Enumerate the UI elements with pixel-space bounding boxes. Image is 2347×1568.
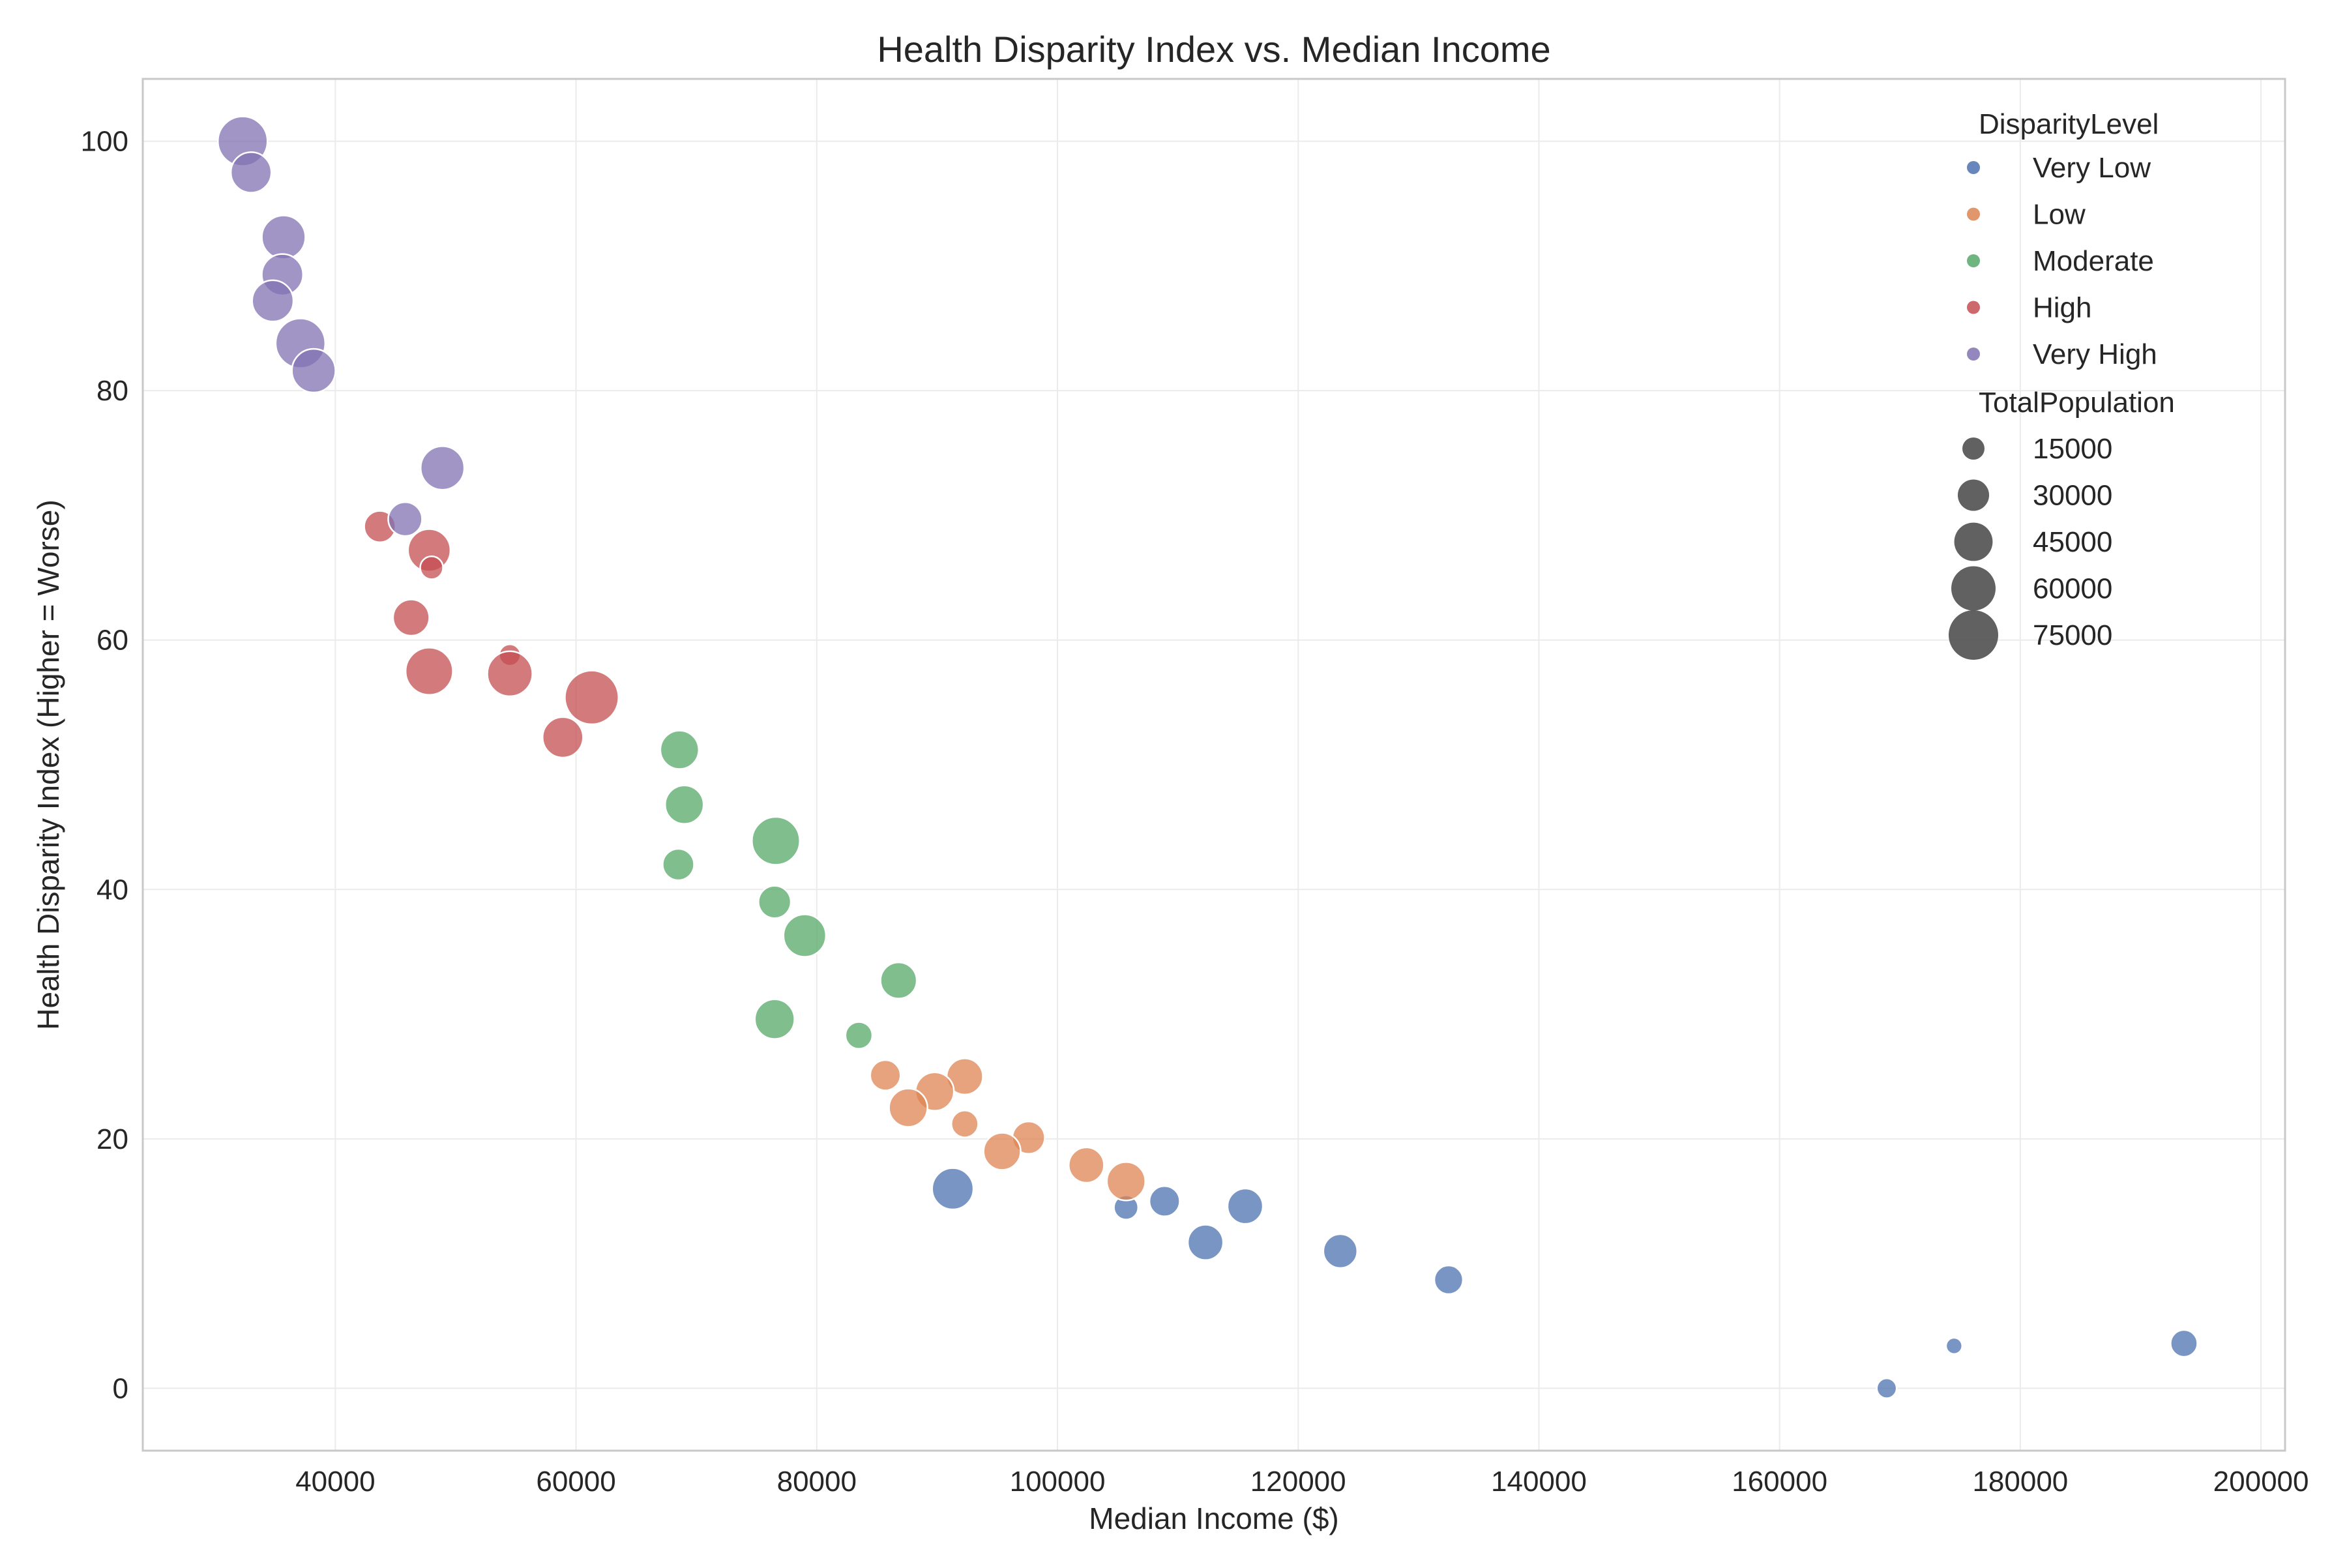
x-tick-label: 140000 bbox=[1491, 1466, 1587, 1498]
legend-marker bbox=[1967, 207, 1980, 221]
data-points bbox=[216, 115, 2198, 1399]
legend-size-marker bbox=[1949, 610, 1998, 660]
legend-marker bbox=[1967, 348, 1980, 361]
x-tick-label: 180000 bbox=[1972, 1466, 2068, 1498]
data-point bbox=[1148, 1185, 1181, 1217]
grid-lines bbox=[143, 79, 2285, 1451]
data-point bbox=[2170, 1329, 2198, 1358]
data-point bbox=[229, 151, 273, 194]
y-tick-label: 40 bbox=[96, 874, 128, 906]
x-tick-label: 200000 bbox=[2213, 1466, 2309, 1498]
legend-size-marker bbox=[1957, 479, 1990, 511]
data-point bbox=[659, 730, 700, 770]
y-tick-label: 100 bbox=[81, 126, 128, 158]
x-tick-label: 40000 bbox=[295, 1466, 375, 1498]
legend-hue-entries: Very Low Low Moderate High Very High bbox=[1967, 152, 2157, 370]
data-point bbox=[542, 716, 584, 759]
plot-background bbox=[143, 79, 2285, 1451]
data-point bbox=[982, 1132, 1022, 1171]
legend-label: Moderate bbox=[2033, 245, 2154, 277]
data-point bbox=[1226, 1187, 1264, 1225]
y-tick-labels: 0 20 40 60 80 100 bbox=[81, 126, 128, 1405]
y-tick-label: 80 bbox=[96, 375, 128, 407]
legend-size-label: 15000 bbox=[2033, 433, 2112, 465]
data-point bbox=[392, 599, 430, 637]
y-tick-label: 0 bbox=[113, 1372, 128, 1404]
data-point bbox=[664, 784, 705, 825]
legend-size-marker bbox=[1962, 437, 1985, 460]
data-point bbox=[662, 848, 695, 881]
legend-size-marker bbox=[1954, 522, 1993, 561]
legend-size-label: 30000 bbox=[2033, 480, 2112, 512]
legend-size-label: 45000 bbox=[2033, 526, 2112, 558]
x-axis-label: Median Income ($) bbox=[1089, 1501, 1339, 1535]
data-point bbox=[1187, 1224, 1224, 1261]
legend-marker bbox=[1967, 254, 1980, 267]
x-tick-label: 100000 bbox=[1010, 1466, 1106, 1498]
legend-label: Low bbox=[2033, 199, 2086, 231]
chart-title: Health Disparity Index vs. Median Income bbox=[877, 29, 1550, 70]
legend-label: Very High bbox=[2033, 338, 2157, 370]
data-point bbox=[404, 647, 454, 696]
x-tick-label: 120000 bbox=[1250, 1466, 1346, 1498]
data-point bbox=[1433, 1264, 1464, 1295]
legend-marker bbox=[1967, 301, 1980, 314]
data-point bbox=[751, 816, 801, 866]
data-point bbox=[1876, 1377, 1898, 1399]
data-point bbox=[1945, 1337, 1963, 1355]
plot-frame bbox=[141, 78, 2286, 1452]
legend-label: Very Low bbox=[2033, 152, 2151, 184]
data-point bbox=[931, 1167, 975, 1211]
data-point bbox=[888, 1087, 928, 1128]
data-point bbox=[564, 670, 619, 726]
x-tick-label: 80000 bbox=[777, 1466, 857, 1498]
data-point bbox=[291, 348, 336, 394]
data-point bbox=[420, 445, 465, 491]
data-point bbox=[1322, 1233, 1359, 1269]
data-point bbox=[261, 214, 306, 260]
legend-size-label: 75000 bbox=[2033, 619, 2112, 651]
data-point bbox=[782, 913, 827, 958]
data-point bbox=[486, 650, 533, 698]
x-tick-label: 60000 bbox=[536, 1466, 615, 1498]
data-point bbox=[419, 555, 444, 580]
data-point bbox=[879, 961, 918, 999]
legend-size-entries: 15000 30000 45000 60000 75000 bbox=[1949, 433, 2112, 660]
legend-label: High bbox=[2033, 292, 2092, 324]
y-tick-label: 60 bbox=[96, 625, 128, 657]
x-tick-label: 160000 bbox=[1732, 1466, 1827, 1498]
data-point bbox=[1106, 1161, 1146, 1202]
y-axis-label: Health Disparity Index (Higher = Worse) bbox=[31, 499, 65, 1029]
x-tick-labels: 40000 60000 80000 100000 120000 140000 160000 1… bbox=[295, 1466, 2309, 1498]
data-point bbox=[844, 1021, 874, 1050]
data-point bbox=[951, 1110, 979, 1138]
data-point bbox=[754, 998, 795, 1040]
data-point bbox=[758, 885, 792, 919]
legend-hue-title: DisparityLevel bbox=[1979, 108, 2159, 140]
data-point bbox=[1068, 1146, 1105, 1184]
data-point bbox=[869, 1059, 902, 1091]
data-point bbox=[387, 501, 423, 537]
legend-size-marker bbox=[1951, 566, 1996, 611]
data-point bbox=[251, 279, 295, 323]
legend-marker bbox=[1967, 161, 1980, 174]
y-tick-label: 20 bbox=[96, 1123, 128, 1155]
legend-size-title: TotalPopulation bbox=[1979, 387, 2175, 419]
legend-size-label: 60000 bbox=[2033, 573, 2112, 605]
legend: DisparityLevel TotalPopulation Very Low L… bbox=[1949, 108, 2175, 660]
